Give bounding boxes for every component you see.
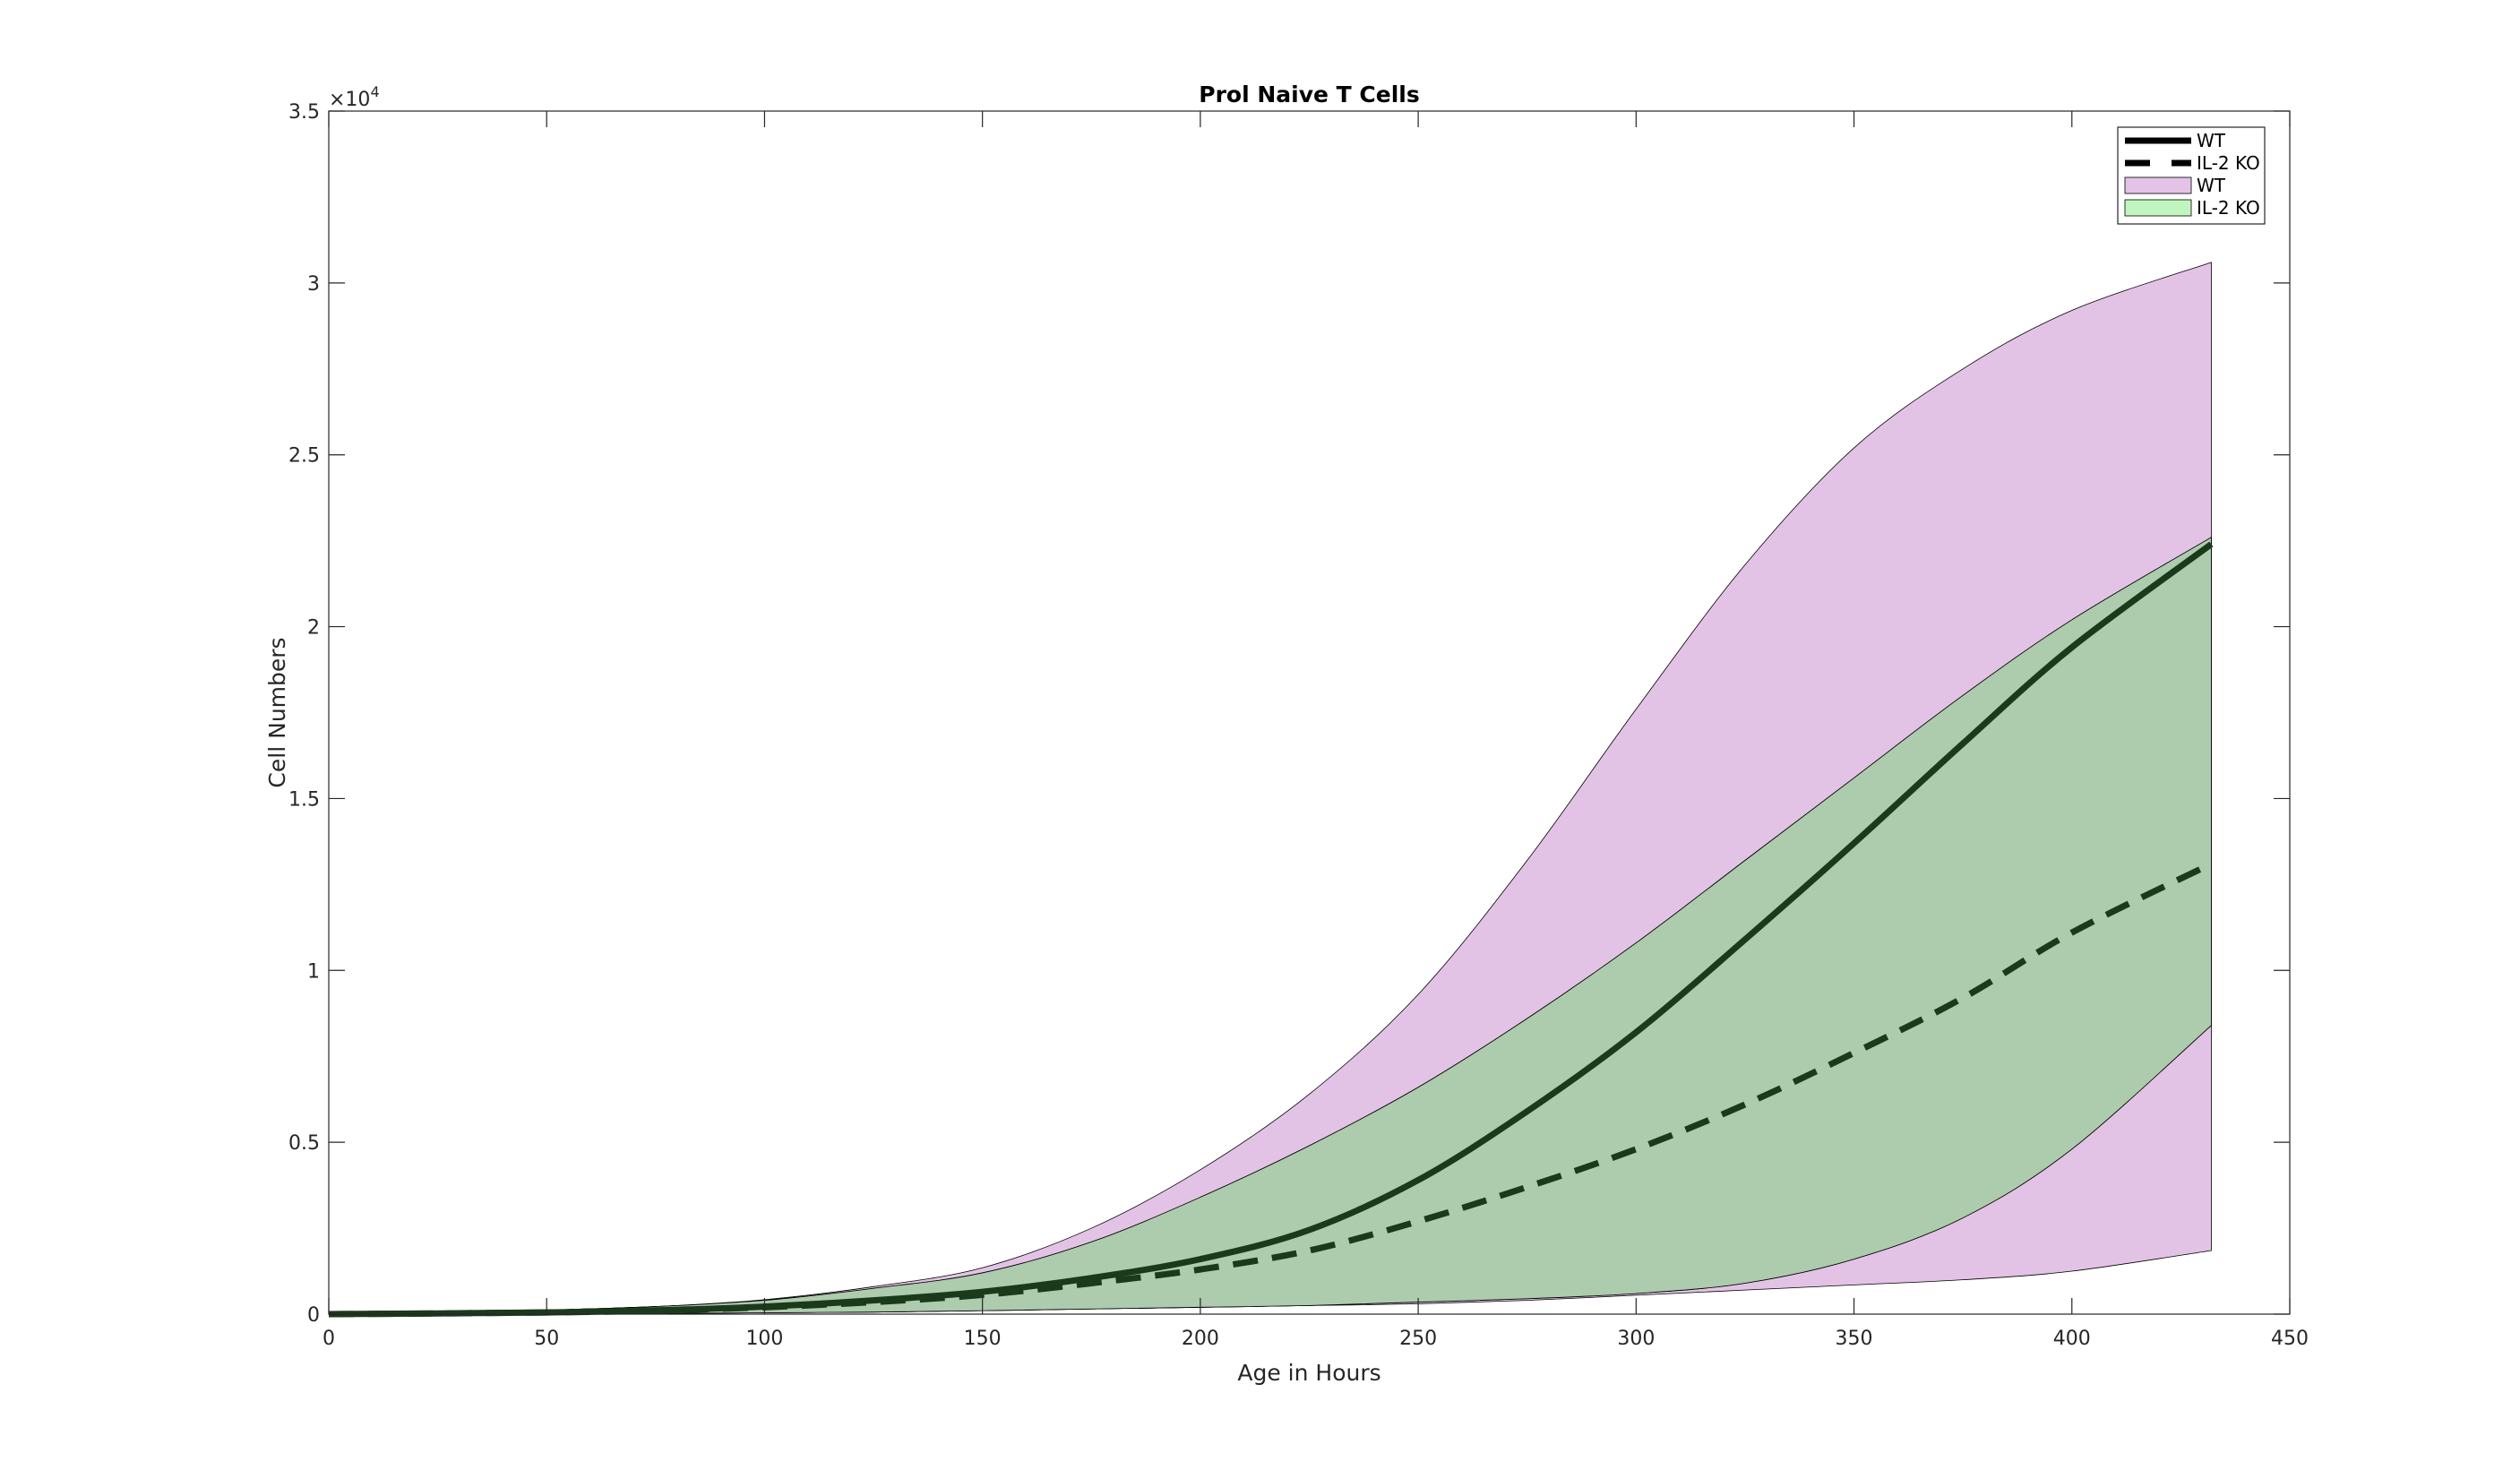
x-tick-label: 200 bbox=[1182, 1328, 1219, 1350]
y-tick-label: 1 bbox=[307, 960, 320, 983]
axes-box bbox=[328, 110, 2291, 1315]
legend-label-il-2-ko: IL-2 KO bbox=[2197, 152, 2260, 174]
y-tick-label: 2 bbox=[307, 617, 320, 640]
x-tick-label: 400 bbox=[2053, 1328, 2091, 1350]
x-tick-label: 0 bbox=[323, 1328, 335, 1350]
x-tick-label: 150 bbox=[964, 1328, 1002, 1350]
y-exponent-base: ×10 bbox=[329, 89, 370, 111]
y-tick-label: 3 bbox=[307, 273, 320, 296]
x-tick-label: 450 bbox=[2271, 1328, 2309, 1350]
legend-label-il-2-ko: IL-2 KO bbox=[2197, 197, 2260, 219]
x-tick-label: 350 bbox=[1836, 1328, 1873, 1350]
y-axis-label: Cell Numbers bbox=[264, 637, 290, 787]
y-tick-label: 0 bbox=[307, 1304, 320, 1327]
y-tick-label: 3.5 bbox=[288, 101, 320, 124]
y-exponent-power: 4 bbox=[370, 83, 379, 100]
band-overlap bbox=[328, 537, 2212, 1315]
legend-swatch-patch-il-2-ko bbox=[2124, 199, 2192, 217]
y-axis-exponent: ×104 bbox=[329, 83, 380, 111]
x-tick-label: 300 bbox=[1617, 1328, 1655, 1350]
axes-ticks: 0 50 100 150 200 250 300 350 400 450 0 0.5 1 1.5 2 2.5 3… bbox=[288, 101, 2309, 1350]
x-tick-label: 250 bbox=[1399, 1328, 1437, 1350]
legend-label-wt: WT bbox=[2197, 175, 2226, 196]
chart-title: Prol Naive T Cells bbox=[1199, 82, 1420, 107]
y-tick-label: 2.5 bbox=[288, 445, 320, 468]
x-tick-label: 50 bbox=[534, 1328, 559, 1350]
series-line-il2-ko bbox=[328, 861, 2213, 1318]
x-axis-label: Age in Hours bbox=[1237, 1360, 1380, 1386]
y-tick-label: 1.5 bbox=[288, 788, 320, 811]
plot-area bbox=[328, 110, 2291, 1318]
legend-swatch-patch-wt bbox=[2124, 176, 2192, 194]
x-tick-label: 100 bbox=[745, 1328, 783, 1350]
legend-label-wt: WT bbox=[2197, 130, 2226, 151]
y-tick-label: 0.5 bbox=[288, 1132, 320, 1155]
